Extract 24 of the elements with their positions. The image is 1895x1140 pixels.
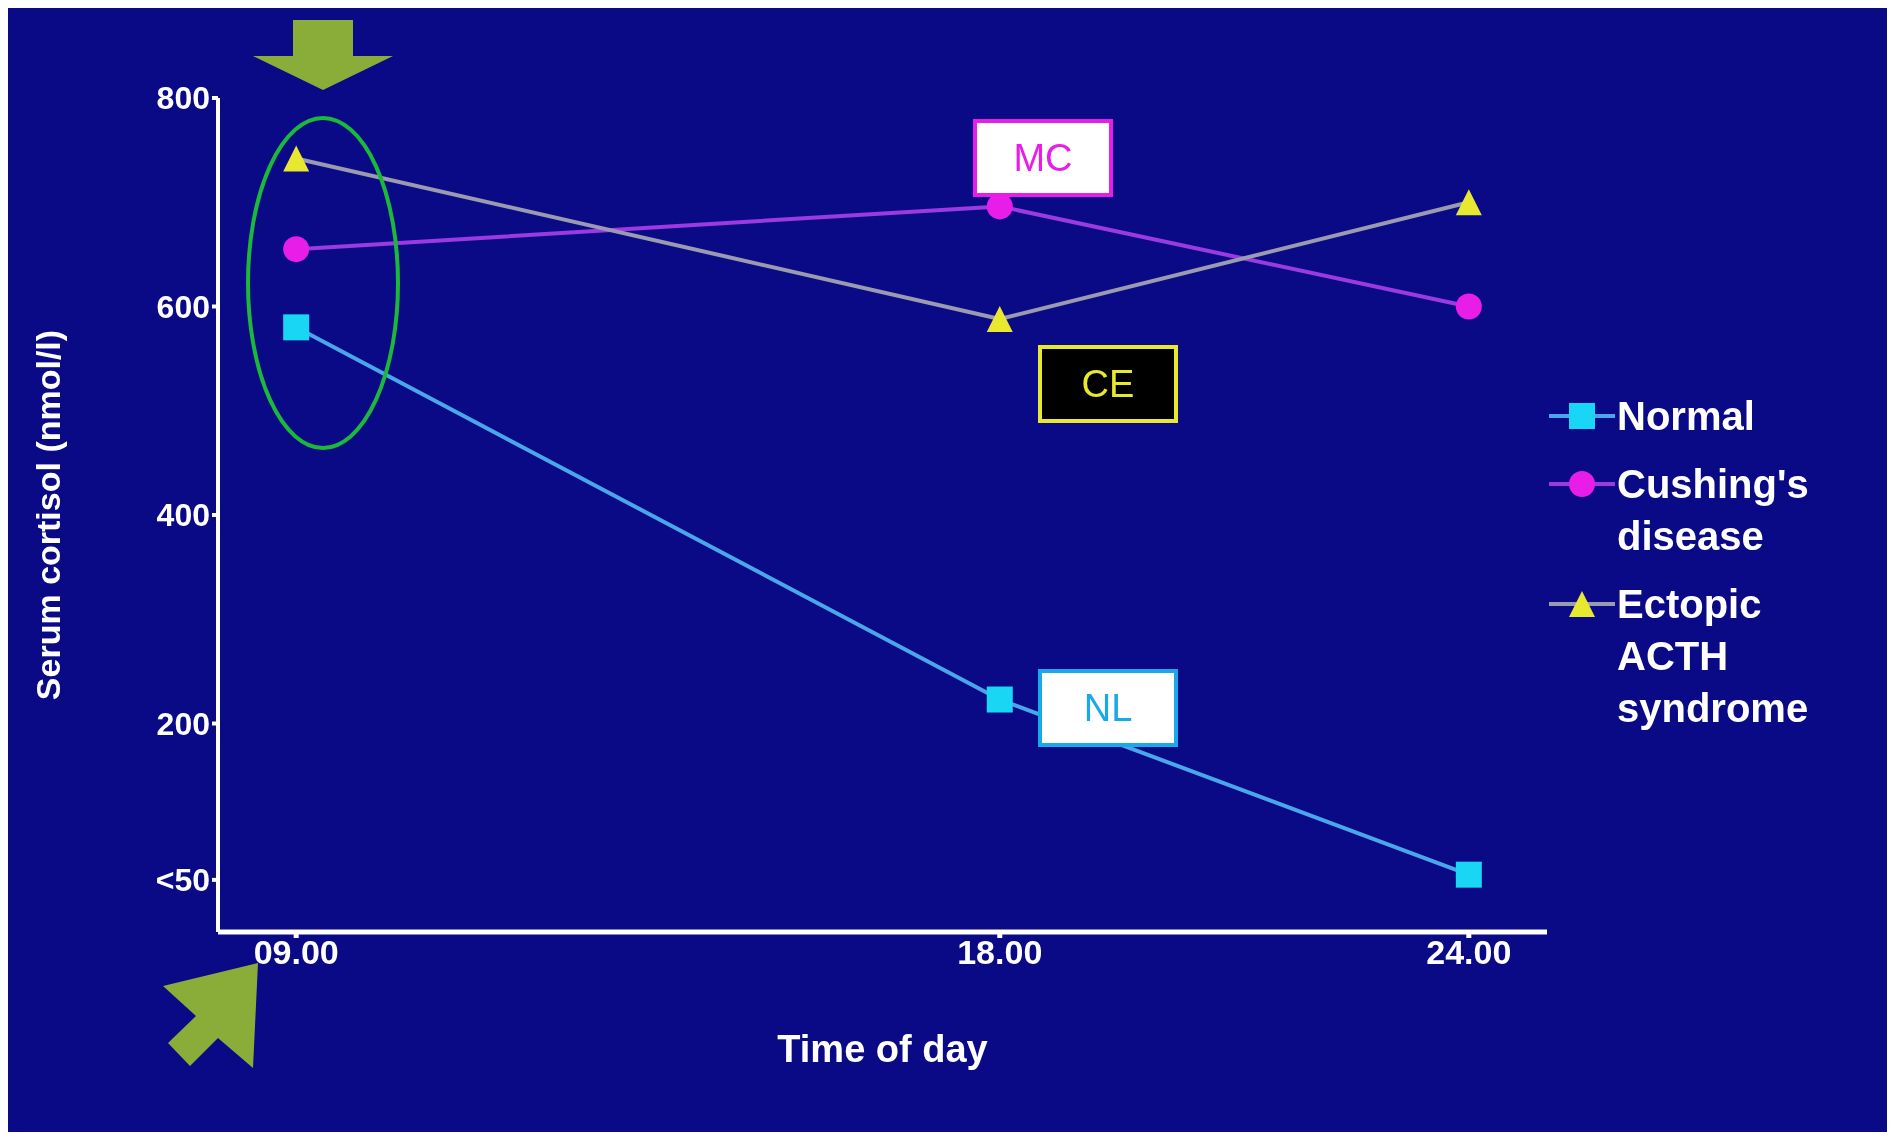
point: [283, 145, 310, 172]
x-tick-label: 09.00: [253, 933, 339, 972]
y-tick-label: <50: [155, 862, 210, 899]
annotation: MC: [1013, 137, 1073, 179]
annotation: CE: [1081, 363, 1135, 405]
y-tick-label: 400: [156, 497, 210, 534]
y-tick-label: 800: [156, 80, 210, 117]
legend-label: Cushing's disease: [1617, 461, 1810, 560]
annotation: NL: [1083, 687, 1133, 729]
y-tick-label: 200: [156, 705, 210, 742]
point: [986, 686, 1013, 713]
x-axis-title: Time of day: [777, 1028, 988, 1070]
point: [1455, 293, 1482, 320]
x-tick-label: 18.00: [957, 933, 1043, 972]
point: [1455, 861, 1482, 888]
legend-label: Normal: [1617, 393, 1755, 440]
x-tick-label: 24.00: [1426, 933, 1512, 972]
point: [283, 236, 310, 263]
point: [283, 314, 310, 341]
legend-label: Ectopic ACTH syndrome: [1617, 581, 1810, 732]
y-tick-label: 600: [156, 288, 210, 325]
point: [986, 306, 1013, 333]
point: [1455, 189, 1482, 216]
y-axis-title: Serum cortisol (nmol/l): [29, 329, 68, 701]
